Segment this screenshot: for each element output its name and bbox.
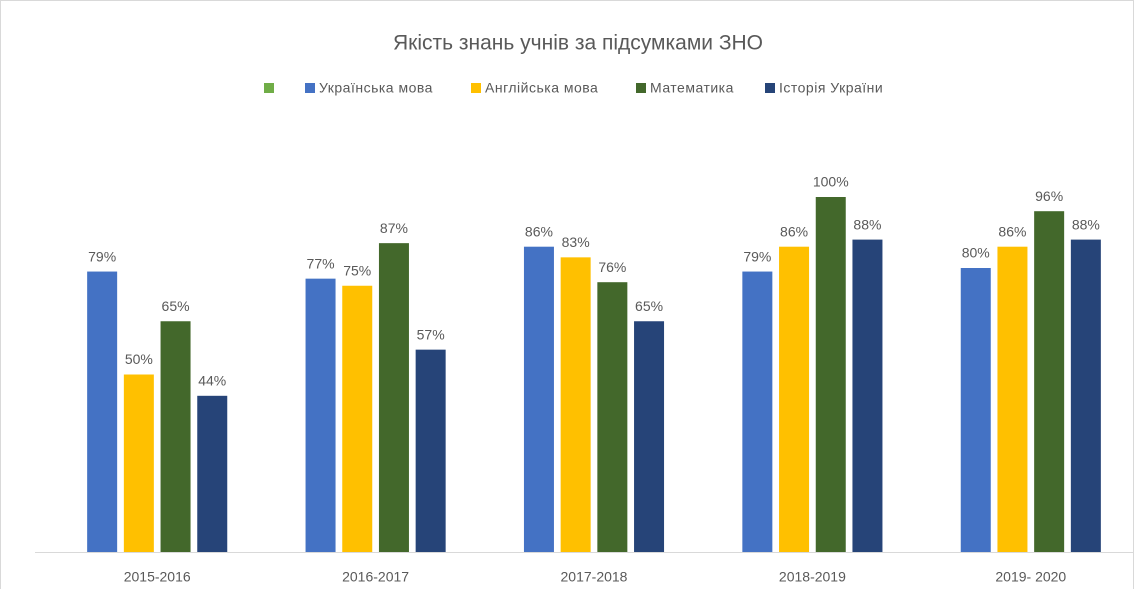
value-label: 86%: [525, 223, 553, 239]
bar: [1034, 211, 1065, 552]
value-label: 86%: [998, 223, 1026, 239]
bar: [997, 246, 1028, 552]
bar: [523, 246, 554, 552]
bar: [597, 282, 628, 552]
value-label: 44%: [198, 373, 226, 389]
bar: [742, 271, 773, 552]
x-tick-label: 2017-2018: [561, 569, 628, 585]
value-label: 75%: [343, 262, 371, 278]
legend-marker: [471, 83, 481, 93]
value-label: 76%: [598, 259, 626, 275]
bar: [560, 257, 591, 552]
bar: [123, 374, 154, 552]
value-label: 80%: [962, 245, 990, 261]
value-label: 57%: [417, 326, 445, 342]
value-label: 88%: [1072, 216, 1100, 232]
bar: [342, 285, 373, 552]
value-label: 77%: [307, 255, 335, 271]
value-label: 65%: [162, 298, 190, 314]
value-label: 50%: [125, 351, 153, 367]
bar: [852, 239, 883, 552]
value-label: 83%: [562, 234, 590, 250]
bar: [815, 197, 846, 552]
legend-label: Історія України: [779, 80, 883, 96]
value-label: 79%: [88, 248, 116, 264]
value-label: 96%: [1035, 188, 1063, 204]
value-label: 88%: [853, 216, 881, 232]
bar: [197, 395, 228, 552]
legend-marker: [264, 83, 274, 93]
legend-label: Математика: [650, 80, 734, 96]
chart-title: Якість знань учнів за підсумками ЗНО: [393, 32, 763, 55]
x-tick-label: 2015-2016: [124, 569, 191, 585]
value-label: 65%: [635, 298, 663, 314]
bar: [634, 321, 665, 552]
bar: [779, 246, 810, 552]
value-label: 79%: [743, 248, 771, 264]
bar: [415, 349, 446, 552]
bar: [87, 271, 118, 552]
bar: [160, 321, 191, 552]
x-tick-label: 2018-2019: [779, 569, 846, 585]
x-tick-label: 2016-2017: [342, 569, 409, 585]
legend-marker: [305, 83, 315, 93]
bar: [960, 268, 991, 552]
x-tick-label: 2019- 2020: [995, 569, 1066, 585]
legend-label: Українська мова: [319, 80, 433, 96]
value-label: 100%: [813, 174, 849, 190]
legend-marker: [765, 83, 775, 93]
value-label: 87%: [380, 220, 408, 236]
value-label: 86%: [780, 223, 808, 239]
bar: [1070, 239, 1101, 552]
legend-marker: [636, 83, 646, 93]
bar: [305, 278, 336, 552]
bar: [378, 243, 409, 552]
legend-label: Англійська мова: [485, 80, 598, 96]
